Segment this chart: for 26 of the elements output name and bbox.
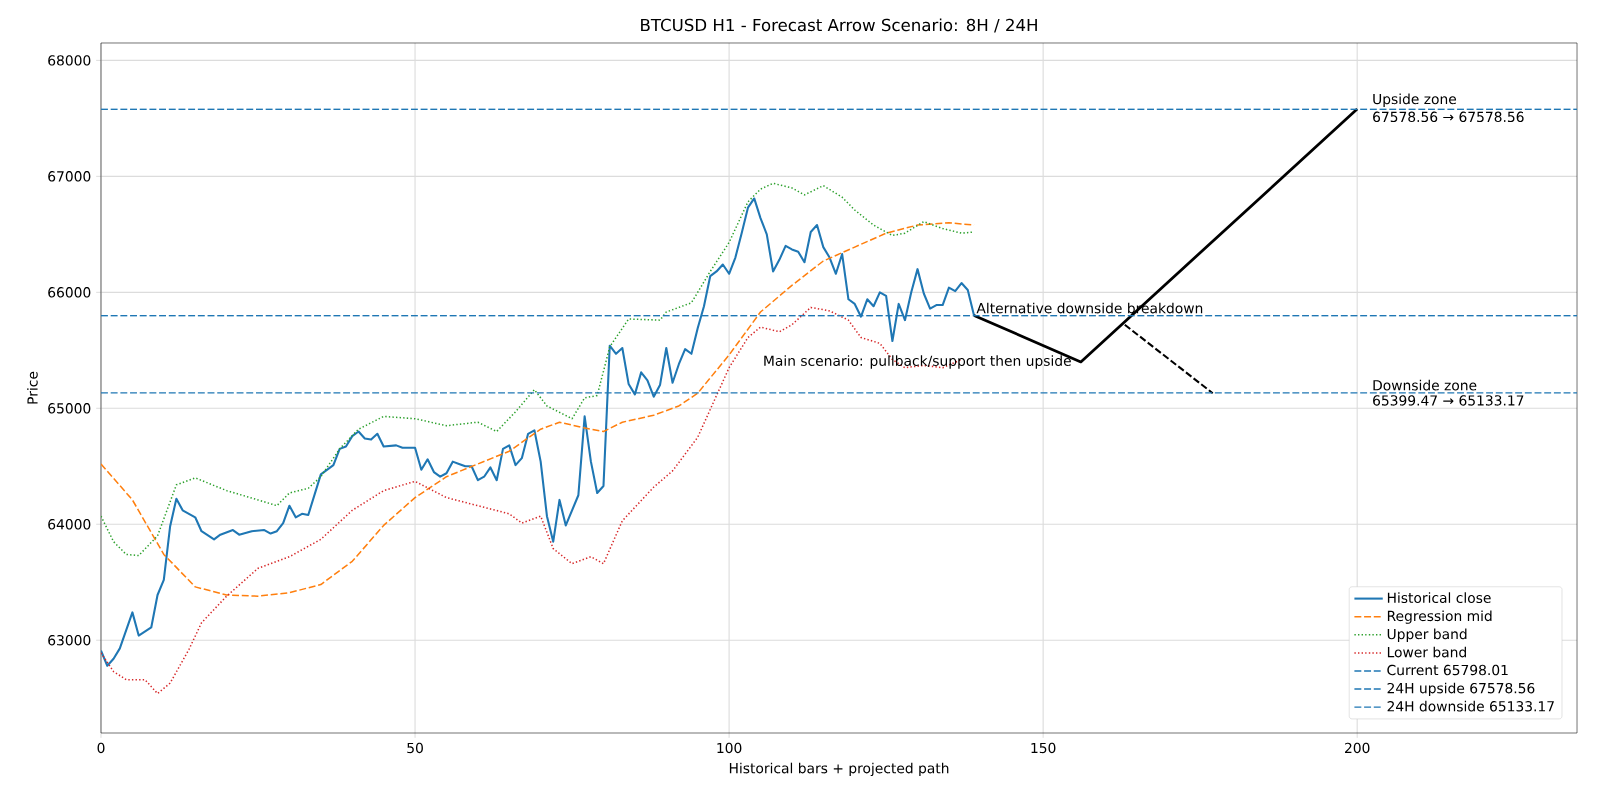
annotation: Downside zone <box>1373 379 1477 391</box>
x-tick-label: 50 <box>407 742 423 754</box>
annotation: 67578.56 → 67578.56 <box>1373 111 1524 123</box>
legend-label: 24H downside 65133.17 <box>1387 700 1554 712</box>
annotation: 65399.47 → 65133.17 <box>1373 395 1524 406</box>
legend-label: Historical close <box>1387 592 1491 604</box>
x-tick-label: 100 <box>717 742 742 754</box>
y-axis-title: Price <box>27 371 38 404</box>
annotation: Main scenario: pullback/support then upside <box>764 355 1071 369</box>
legend-label: Regression mid <box>1387 610 1492 624</box>
legend-label: Upper band <box>1387 628 1467 642</box>
annotation: Upside zone <box>1373 93 1457 107</box>
legend-label: 24H upside 67578.56 <box>1387 682 1535 697</box>
y-tick-label: 68000 <box>48 55 91 66</box>
x-axis-title: Historical bars + projected path <box>729 762 949 777</box>
y-tick-label: 64000 <box>48 519 91 530</box>
legend-label: Current 65798.01 <box>1387 664 1508 676</box>
y-tick-label: 67000 <box>48 171 91 182</box>
legend-label: Lower band <box>1387 646 1466 658</box>
x-tick-label: 200 <box>1345 742 1370 754</box>
x-tick-label: 150 <box>1031 742 1056 754</box>
x-tick-label: 0 <box>97 742 105 754</box>
chart-title: BTCUSD H1 - Forecast Arrow Scenario: 8H / 24H <box>641 18 1037 33</box>
y-tick-label: 63000 <box>48 634 91 646</box>
y-tick-label: 65000 <box>48 403 91 414</box>
y-tick-label: 66000 <box>48 287 91 298</box>
